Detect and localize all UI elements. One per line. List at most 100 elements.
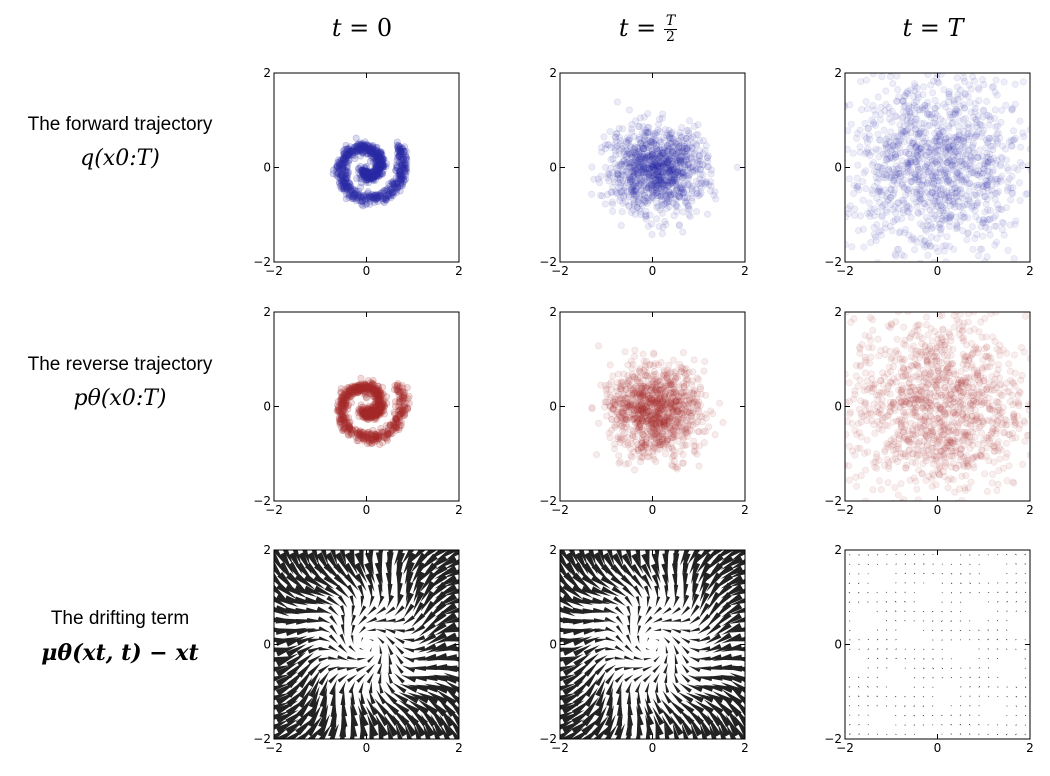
scatter-point (652, 170, 660, 178)
scatter-point (680, 159, 688, 167)
scatter-point (335, 407, 343, 415)
scatter-point (369, 175, 377, 183)
scatter-point (621, 348, 629, 356)
panel-r1-c0: −2 0 2−202 (253, 305, 463, 517)
scatter-point (374, 391, 382, 399)
scatter-point (891, 143, 899, 151)
scatter-point (637, 210, 645, 218)
scatter-point (864, 125, 872, 133)
scatter-point (916, 290, 922, 296)
scatter-point (399, 392, 407, 400)
scatter-point (392, 418, 400, 426)
scatter-point (986, 231, 994, 239)
scatter-point (894, 150, 902, 158)
scatter-point (886, 153, 894, 161)
scatter-point (340, 407, 348, 415)
scatter-point (364, 385, 372, 393)
scatter-point (649, 382, 657, 390)
scatter-point (354, 384, 362, 392)
scatter-point (928, 233, 936, 241)
scatter-point (668, 394, 676, 402)
scatter-point (361, 409, 369, 417)
scatter-point (857, 78, 865, 86)
scatter-point (953, 143, 961, 151)
scatter-point (364, 412, 372, 420)
scatter-point (658, 179, 666, 187)
scatter-point (678, 148, 686, 156)
scatter-point (620, 407, 628, 415)
scatter-point (912, 130, 920, 138)
scatter-point (1041, 218, 1047, 224)
scatter-point (368, 173, 376, 181)
scatter-point (648, 401, 656, 409)
scatter-point (366, 144, 374, 152)
scatter-point (696, 147, 704, 155)
scatter-point (371, 434, 379, 442)
scatter-point (665, 177, 673, 185)
scatter-point (625, 163, 633, 171)
scatter-point (935, 223, 943, 231)
scatter-point (365, 385, 373, 393)
scatter-point (669, 356, 677, 364)
scatter-point (962, 301, 968, 307)
scatter-point (395, 406, 403, 414)
scatter-point (945, 176, 953, 184)
scatter-point (366, 409, 374, 417)
scatter-point (377, 425, 385, 433)
scatter-point (372, 430, 380, 438)
scatter-point (673, 208, 681, 216)
scatter-point (678, 149, 686, 157)
scatter-point (696, 151, 704, 159)
scatter-point (350, 147, 358, 155)
scatter-point (653, 168, 661, 176)
scatter-point (366, 192, 374, 200)
scatter-point (375, 398, 383, 406)
scatter-point (393, 383, 401, 391)
scatter-point (359, 403, 367, 411)
scatter-point (998, 226, 1006, 234)
scatter-point (870, 120, 878, 128)
scatter-point (845, 145, 851, 153)
scatter-point (358, 403, 366, 411)
scatter-point (949, 200, 957, 208)
scatter-point (401, 410, 409, 418)
scatter-point (657, 178, 665, 186)
scatter-point (619, 158, 627, 166)
scatter-point (363, 413, 371, 421)
scatter-point (992, 212, 1000, 220)
scatter-point (657, 184, 665, 192)
scatter-point (342, 399, 350, 407)
scatter-point (918, 120, 926, 128)
scatter-point (982, 158, 990, 166)
scatter-point (353, 146, 361, 154)
scatter-point (967, 85, 975, 93)
scatter-point (379, 156, 387, 164)
scatter-point (360, 437, 368, 445)
scatter-point (911, 173, 919, 181)
scatter-point (957, 172, 965, 180)
scatter-point (375, 408, 383, 416)
scatter-point (653, 402, 661, 410)
scatter-point (624, 176, 632, 184)
scatter-point (372, 398, 380, 406)
scatter-point (375, 162, 383, 170)
scatter-point (338, 182, 346, 190)
scatter-point (369, 141, 377, 149)
scatter-point (626, 176, 634, 184)
scatter-point (337, 385, 345, 393)
scatter-point (396, 395, 404, 403)
scatter-point (916, 145, 924, 153)
scatter-point (868, 148, 876, 156)
scatter-point (344, 152, 352, 160)
scatter-point (379, 390, 387, 398)
scatter-point (1034, 185, 1040, 191)
scatter-point (903, 116, 911, 124)
scatter-point (383, 399, 391, 407)
scatter-point (370, 415, 378, 423)
scatter-point (913, 238, 921, 246)
scatter-point (665, 126, 673, 134)
scatter-point (658, 150, 666, 158)
scatter-point (384, 191, 392, 199)
scatter-point (640, 191, 648, 199)
scatter-point (350, 388, 358, 396)
